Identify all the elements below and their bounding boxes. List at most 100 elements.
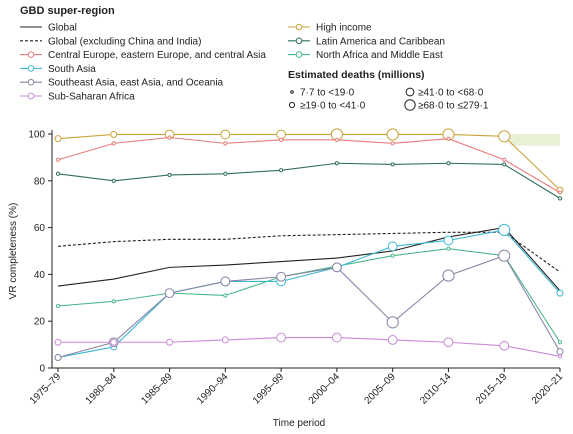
size-legend-item: 7·7 to <19·0: [290, 88, 355, 99]
series-global-excluding-china-and-india: [57, 231, 561, 273]
data-point: [334, 161, 339, 166]
data-point: [110, 130, 118, 138]
legend-marker: [295, 37, 303, 45]
series-line: [57, 162, 561, 199]
size-legend-label: ≥41·0 to <68·0: [418, 88, 484, 99]
data-point: [387, 335, 398, 345]
y-tick-label: 100: [28, 130, 45, 141]
series-global: [57, 227, 561, 292]
legend-item-global: Global: [20, 23, 77, 34]
data-point: [167, 135, 172, 140]
data-point: [331, 332, 342, 343]
legend-label: Global: [48, 23, 77, 34]
data-point: [443, 337, 454, 348]
data-point: [556, 289, 564, 297]
data-point: [498, 249, 511, 262]
series-sub-saharan-africa: [54, 332, 563, 359]
data-point: [221, 336, 229, 344]
legend: GBD super-region Global Global (excluding …: [20, 5, 489, 112]
legend-label: South Asia: [48, 64, 96, 75]
data-point: [54, 135, 62, 143]
series-southeast-asia-east-asia-and-oceania: [54, 249, 564, 361]
data-point: [54, 353, 62, 361]
x-tick-label: 1980–84: [84, 371, 120, 407]
series-line: [57, 231, 561, 273]
size-legend-label: ≥68·0 to ≤279·1: [418, 101, 489, 112]
data-point: [502, 157, 507, 162]
data-point: [390, 253, 395, 258]
data-point: [276, 332, 287, 343]
x-tick-label: 2000–04: [307, 371, 343, 407]
series-south-asia: [54, 223, 564, 361]
size-legend-marker: [404, 99, 416, 111]
legend-item-north-africa-and-middle-east: North Africa and Middle East: [288, 50, 443, 61]
legend-title: GBD super-region: [20, 5, 115, 17]
legend-marker: [27, 51, 35, 58]
data-point: [557, 354, 563, 359]
data-point: [223, 141, 228, 146]
data-point: [390, 141, 395, 146]
data-point: [446, 246, 451, 251]
x-tick-label: 1985–89: [139, 371, 175, 407]
series-line: [57, 133, 561, 191]
data-point: [331, 262, 342, 273]
legend-label: North Africa and Middle East: [316, 50, 443, 61]
data-point: [334, 137, 339, 142]
x-tick-label: 2015–19: [474, 371, 510, 407]
data-point: [386, 316, 399, 329]
legend-item-central-europe-eastern-europe-and-central-asia: Central Europe, eastern Europe, and cent…: [20, 50, 266, 61]
data-point: [111, 141, 116, 146]
legend-item-south-asia: South Asia: [20, 64, 96, 75]
size-legend-item: ≥68·0 to ≤279·1: [404, 99, 489, 112]
y-tick-label: 80: [34, 176, 46, 187]
y-tick-label: 20: [34, 317, 46, 328]
data-point: [556, 348, 564, 356]
data-point: [502, 162, 507, 167]
highlight-band-rect: [510, 134, 560, 146]
data-point: [499, 340, 510, 351]
data-point: [390, 162, 395, 167]
size-legend-item: ≥41·0 to <68·0: [405, 87, 484, 99]
legend-label: High income: [316, 23, 372, 34]
series-line: [57, 136, 561, 193]
series-central-europe-eastern-europe-and-central-asia: [55, 135, 563, 195]
data-point: [167, 172, 172, 178]
data-point: [55, 303, 61, 309]
data-point: [55, 157, 61, 162]
data-point: [111, 299, 116, 304]
data-point: [557, 190, 563, 195]
series-line: [57, 229, 561, 359]
series-line: [57, 248, 561, 343]
data-point: [223, 171, 228, 176]
legend-item-global-excluding-china-and-india: Global (excluding China and India): [20, 36, 201, 47]
data-point: [110, 338, 118, 346]
highlight-band: [510, 134, 560, 146]
legend-label: Central Europe, eastern Europe, and cent…: [48, 50, 266, 61]
legend-item-high-income: High income: [288, 23, 372, 34]
legend-marker: [27, 65, 35, 72]
x-tick-label: 1975–79: [28, 371, 64, 407]
x-tick-label: 2010–14: [418, 371, 454, 407]
legend-item-latin-america-and-caribbean: Latin America and Caribbean: [288, 36, 445, 47]
legend-marker: [295, 51, 303, 58]
data-point: [54, 338, 62, 346]
data-point: [55, 171, 61, 176]
data-point: [443, 235, 454, 246]
data-point: [279, 137, 284, 142]
data-point: [498, 223, 511, 237]
legend-marker: [27, 92, 35, 100]
size-legend-marker: [405, 87, 415, 97]
data-point: [111, 178, 116, 183]
data-point: [557, 196, 563, 201]
data-point: [279, 168, 284, 173]
size-legend-marker: [288, 101, 296, 109]
series-line: [58, 337, 561, 357]
data-point: [276, 271, 287, 282]
data-point: [220, 276, 231, 287]
y-axis-label: VR completeness (%): [8, 203, 19, 300]
data-point: [387, 241, 398, 252]
legend-label: Global (excluding China and India): [48, 36, 201, 47]
series-line: [57, 255, 561, 359]
data-point: [164, 288, 175, 299]
